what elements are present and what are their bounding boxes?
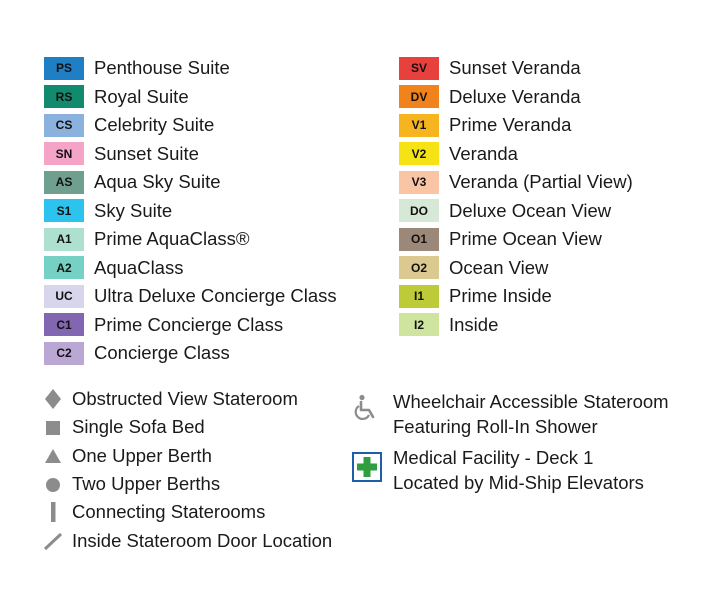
symbol-label: Single Sofa Bed [72, 416, 205, 438]
legend-item-v1: V1 Prime Veranda [399, 113, 571, 137]
diamond-icon [42, 388, 64, 410]
category-label: Inside [449, 313, 499, 335]
wheelchair-icon [352, 393, 382, 423]
category-label: AquaClass [94, 256, 184, 278]
legend-item-i1: I1 Prime Inside [399, 284, 552, 308]
category-label: Sky Suite [94, 199, 173, 221]
category-badge: SV [399, 56, 439, 80]
square-icon [42, 416, 64, 438]
legend-item-c2: C2 Concierge Class [44, 341, 230, 365]
category-badge: RS [44, 85, 84, 108]
legend-item-ps: PS Penthouse Suite [44, 56, 230, 80]
category-label: Ocean View [449, 256, 549, 278]
legend-item-sn: SN Sunset Suite [44, 142, 199, 166]
symbol-label: Inside Stateroom Door Location [72, 529, 333, 551]
legend-item-as: AS Aqua Sky Suite [44, 170, 221, 194]
vertical-bar-icon [42, 501, 64, 523]
diagonal-line-icon [42, 530, 64, 552]
category-badge: SN [44, 142, 84, 165]
circle-icon [42, 473, 64, 495]
legend-item-o2: O2 Ocean View [399, 256, 548, 280]
medical-line1: Medical Facility - Deck 1 [393, 447, 594, 468]
category-label: Deluxe Veranda [449, 85, 581, 107]
legend-item-v3: V3 Veranda (Partial View) [399, 170, 633, 194]
legend-item-rs: RS Royal Suite [44, 85, 189, 109]
category-label: Sunset Veranda [449, 57, 581, 78]
symbol-label: One Upper Berth [72, 444, 212, 466]
symbol-legend-item: Two Upper Berths [42, 473, 220, 495]
category-badge: V3 [399, 170, 439, 194]
category-label: Celebrity Suite [94, 114, 215, 135]
legend-item-uc: UC Ultra Deluxe Concierge Class [44, 284, 337, 308]
legend-item-do: DO Deluxe Ocean View [399, 199, 611, 223]
symbol-label: Two Upper Berths [72, 472, 221, 494]
category-badge: I2 [399, 313, 439, 336]
symbol-label: Connecting Staterooms [72, 501, 266, 523]
medical-line2: Located by Mid-Ship Elevators [393, 472, 644, 493]
legend-item-dv: DV Deluxe Veranda [399, 85, 581, 109]
category-badge: UC [44, 284, 84, 308]
category-badge: O2 [399, 256, 439, 279]
category-badge: V1 [399, 113, 439, 137]
category-badge: DO [399, 199, 439, 222]
category-label: Deluxe Ocean View [449, 199, 612, 221]
wheelchair-line1: Wheelchair Accessible Stateroom [393, 391, 669, 412]
category-label: Concierge Class [94, 342, 230, 363]
legend-item-sv: SV Sunset Veranda [399, 56, 581, 80]
category-badge: S1 [44, 199, 84, 222]
legend-item-i2: I2 Inside [399, 313, 498, 337]
category-label: Veranda (Partial View) [449, 171, 633, 192]
symbol-legend-item: Inside Stateroom Door Location [42, 530, 332, 552]
category-badge: I1 [399, 284, 439, 308]
category-label: Prime Ocean View [449, 228, 602, 249]
wheelchair-legend-item [352, 393, 382, 423]
category-label: Veranda [449, 142, 518, 164]
medical-cross-icon [352, 452, 382, 482]
symbol-legend-item: Obstructed View Stateroom [42, 388, 298, 410]
medical-legend-text: Medical Facility - Deck 1 Located by Mid… [393, 445, 644, 495]
category-label: Royal Suite [94, 85, 189, 107]
category-label: Aqua Sky Suite [94, 171, 221, 192]
symbol-legend-item: Connecting Staterooms [42, 501, 265, 523]
category-badge: C2 [44, 341, 84, 365]
category-label: Penthouse Suite [94, 57, 230, 78]
category-label: Prime Inside [449, 285, 552, 306]
legend-item-c1: C1 Prime Concierge Class [44, 313, 283, 337]
category-badge: CS [44, 113, 84, 137]
category-badge: O1 [399, 227, 439, 251]
category-badge: V2 [399, 142, 439, 165]
category-badge: A2 [44, 256, 84, 279]
category-label: Prime Concierge Class [94, 313, 284, 335]
category-badge: PS [44, 56, 84, 80]
category-badge: DV [399, 85, 439, 108]
symbol-legend-item: One Upper Berth [42, 445, 212, 467]
wheelchair-line2: Featuring Roll-In Shower [393, 416, 598, 437]
symbol-label: Obstructed View Stateroom [72, 388, 298, 409]
category-label: Ultra Deluxe Concierge Class [94, 285, 337, 306]
legend-item-v2: V2 Veranda [399, 142, 518, 166]
legend-item-a1: A1 Prime AquaClass® [44, 227, 250, 251]
category-badge: C1 [44, 313, 84, 336]
legend-item-o1: O1 Prime Ocean View [399, 227, 602, 251]
legend-item-cs: CS Celebrity Suite [44, 113, 214, 137]
medical-legend-item [352, 452, 382, 482]
category-label: Prime AquaClass® [94, 228, 250, 249]
triangle-icon [42, 445, 64, 467]
category-label: Sunset Suite [94, 142, 199, 164]
wheelchair-legend-text: Wheelchair Accessible Stateroom Featurin… [393, 389, 669, 439]
legend-item-a2: A2 AquaClass [44, 256, 183, 280]
category-label: Prime Veranda [449, 114, 572, 135]
category-badge: AS [44, 170, 84, 194]
legend-item-s1: S1 Sky Suite [44, 199, 172, 223]
symbol-legend-item: Single Sofa Bed [42, 416, 205, 438]
category-badge: A1 [44, 227, 84, 251]
